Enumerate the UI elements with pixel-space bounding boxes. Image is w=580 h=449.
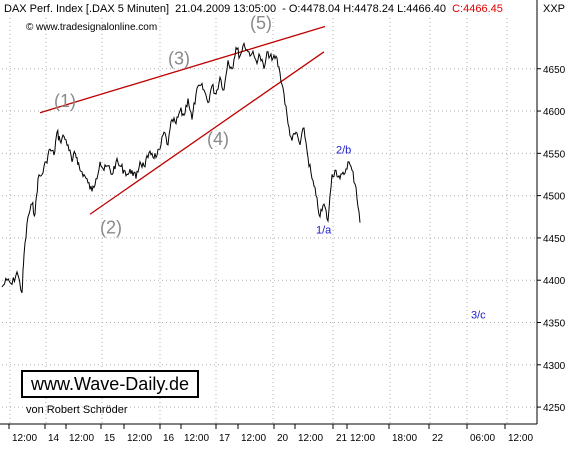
grid-layer: [2, 18, 537, 424]
wave-label: (5): [250, 13, 272, 33]
y-tick-label: 4550: [543, 149, 566, 160]
source-website: www.tradesignalonline.com: [35, 22, 157, 33]
x-tick-label: 12:00: [69, 433, 94, 444]
wave-annotation: 1/a: [316, 225, 332, 237]
x-tick-label: 14: [48, 433, 60, 444]
chart-header: DAX Perf. Index [.DAX 5 Minuten] 21.04.2…: [4, 3, 565, 33]
x-tick-label: 12:00: [298, 433, 323, 444]
x-tick-label: 12:00: [12, 433, 37, 444]
x-tick-label: 15: [104, 433, 116, 444]
y-tick-label: 4650: [543, 65, 566, 76]
wave-annotation: 3/c: [471, 309, 486, 321]
x-tick-label: 18:00: [392, 433, 417, 444]
x-tick-label: 12:00: [184, 433, 209, 444]
trendline: [39, 25, 326, 114]
price-line: [1, 41, 361, 294]
copyright-symbol: ©: [26, 22, 34, 33]
y-tick-label: 4250: [543, 403, 566, 414]
x-axis: 12:00 14 12:00 15 12:00 16 12:00 17 12:00 20 12:00…: [8, 424, 533, 444]
y-tick-label: 4400: [543, 276, 566, 287]
x-tick-label: 12:00: [241, 433, 266, 444]
wave-label: (4): [207, 129, 229, 149]
y-tick-label: 4450: [543, 234, 566, 245]
x-tick-label: 12:00: [127, 433, 152, 444]
wave-label: (3): [168, 49, 190, 69]
x-tick-label: 06:00: [470, 433, 495, 444]
x-tick-label: 21: [336, 433, 348, 444]
y-tick-label: 4600: [543, 107, 566, 118]
instrument-name: DAX Perf. Index [.DAX 5 Minuten]: [4, 3, 169, 15]
y-axis: 4250 4300 4350 4400 4450 4500 4550 4600 4650: [537, 65, 566, 414]
y-tick-label: 4500: [543, 192, 566, 203]
wave-label: (2): [100, 218, 122, 238]
header-timestamp: 21.04.2009 13:05:00: [175, 3, 276, 15]
trendline: [89, 51, 325, 215]
x-tick-label: 22: [432, 433, 444, 444]
wave-label: (1): [54, 91, 76, 111]
wave-annotation: 2/b: [336, 144, 351, 156]
annotation-layer: (1) (2) (3) (4) (5) 1/a 2/b 3/c: [54, 13, 486, 321]
y-tick-label: 4300: [543, 361, 566, 372]
symbol-label: XXP: [543, 3, 565, 15]
trendline-layer: [39, 25, 326, 215]
wave-daily-logo: www.Wave-Daily.de: [21, 370, 199, 398]
x-tick-label: 20: [277, 433, 289, 444]
close-readout: C:4466.45: [452, 3, 503, 15]
ohlc-readout: - O:4478.04 H:4478.24 L:4466.40: [282, 3, 446, 15]
plot-frame: [0, 0, 538, 425]
x-tick-label: 17: [219, 433, 231, 444]
y-tick-label: 4350: [543, 319, 566, 330]
x-tick-label: 12:00: [508, 433, 533, 444]
x-tick-label: 16: [163, 433, 175, 444]
price-series-layer: [1, 41, 361, 294]
x-tick-label: 12:00: [350, 433, 375, 444]
logo-text: www.Wave-Daily.de: [30, 374, 190, 394]
author-credit: von Robert Schröder: [26, 404, 128, 416]
svg-text:DAX Perf. Index [.DAX 5 Minut: DAX Perf. Index [.DAX 5 Minuten] 21.04.2…: [4, 3, 503, 15]
